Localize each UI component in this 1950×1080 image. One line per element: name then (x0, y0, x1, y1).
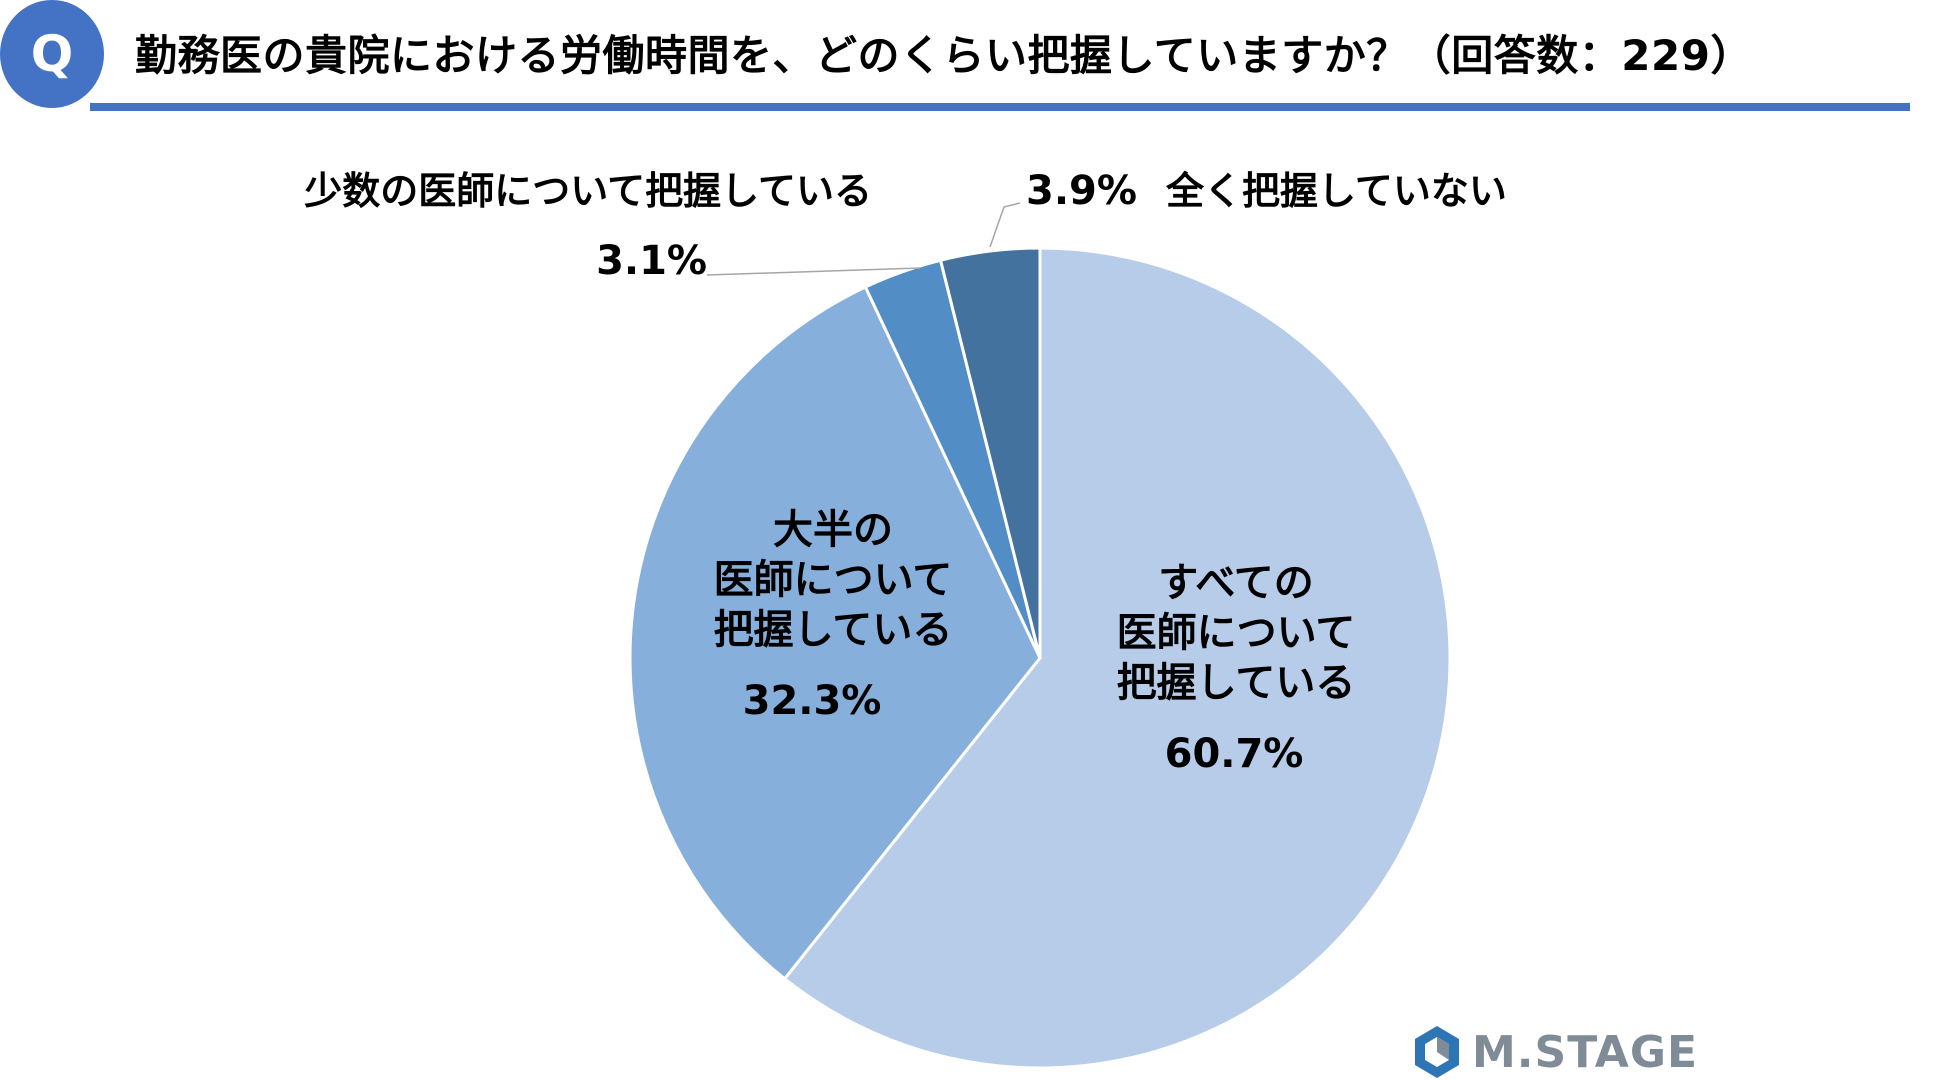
label-all-line3: 把握している (1117, 660, 1356, 706)
logo-text: M.STAGE (1472, 1026, 1699, 1078)
leader-line-small (706, 267, 921, 276)
value-all: 60.7% (1165, 731, 1304, 777)
slice-most (628, 285, 1042, 981)
label-all-line2: 医師について (1117, 610, 1356, 656)
label-few: 少数の医師について把握している (304, 169, 872, 213)
leader-lines (706, 202, 1021, 276)
label-most-line1: 大半の (773, 507, 893, 553)
hexagon-logo-icon (1415, 1026, 1459, 1078)
label-none: 全く把握していない (1165, 169, 1507, 213)
label-most-line3: 把握している (714, 607, 953, 653)
page-title: 勤務医の貴院における労働時間を、どのくらい把握していますか？（回答数：229） (135, 31, 1753, 80)
title-underline (90, 103, 1910, 111)
leader-line-none (989, 202, 1021, 248)
label-all-line1: すべての (1158, 560, 1314, 606)
value-none: 3.9% (1026, 168, 1137, 214)
brand-logo: M.STAGE (1412, 1024, 1698, 1080)
slice-none (938, 246, 1042, 659)
question-badge: Q (0, 0, 104, 108)
label-most-line2: 医師について (714, 557, 953, 603)
value-few: 3.1% (596, 238, 707, 284)
value-most: 32.3% (743, 678, 882, 724)
slice-all (782, 246, 1452, 1070)
